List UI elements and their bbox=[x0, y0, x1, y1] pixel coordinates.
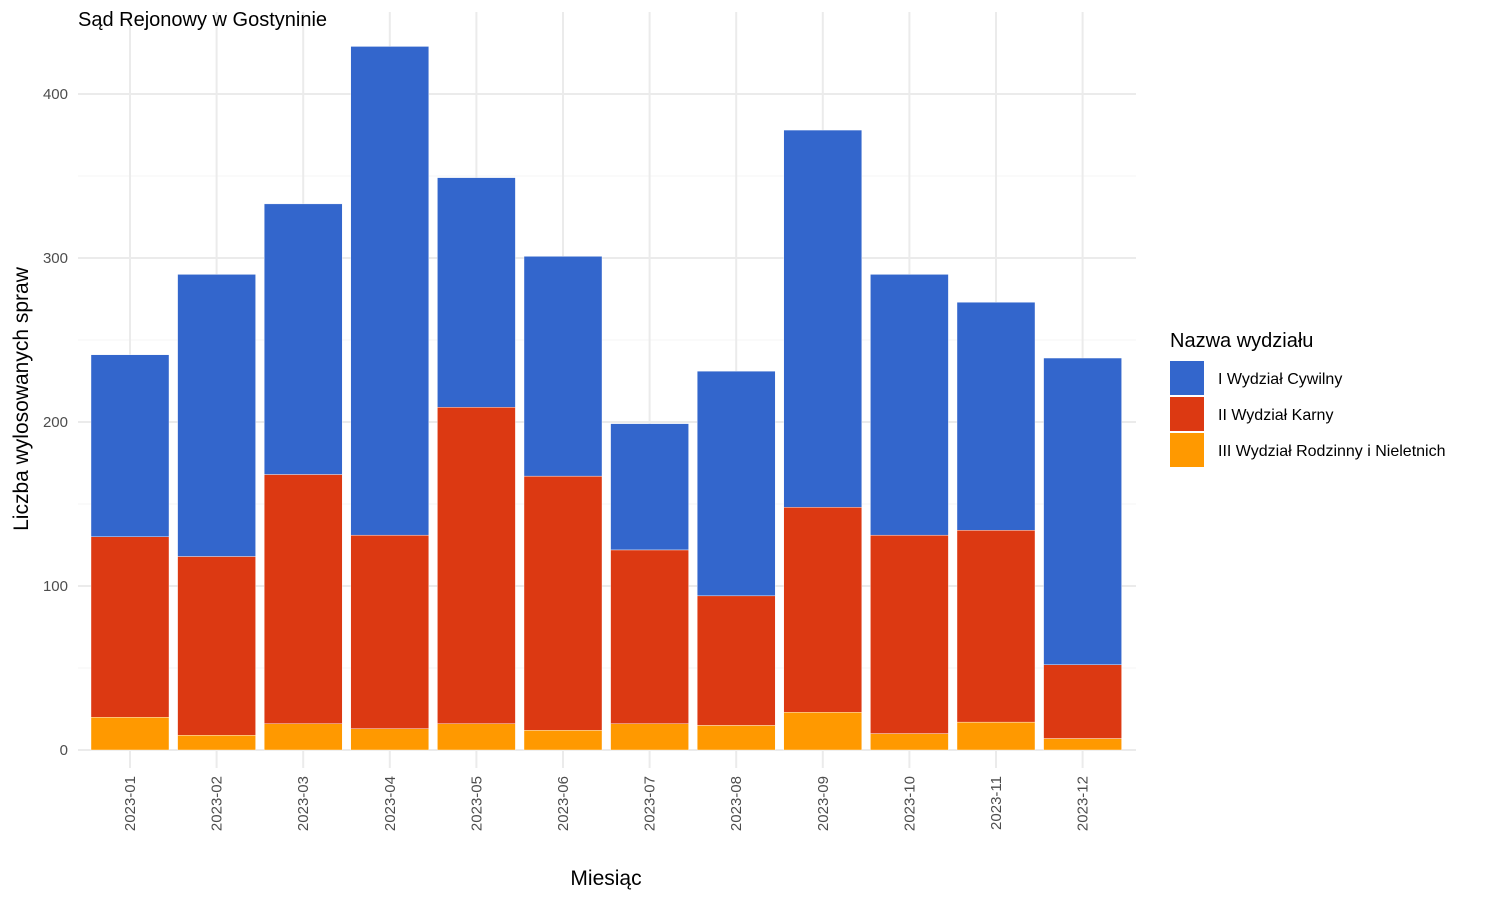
legend-label: II Wydział Karny bbox=[1218, 407, 1333, 424]
bar-segment-2023-06-1 bbox=[523, 475, 603, 731]
bar-segment-2023-10-1 bbox=[870, 534, 949, 734]
bar-segment-2023-02-0 bbox=[177, 735, 256, 751]
bar-segment-2023-12-0 bbox=[1043, 738, 1122, 751]
bar-segment-2023-10-2 bbox=[870, 274, 949, 536]
x-tick-label: 2023-12 bbox=[1075, 776, 1092, 831]
y-tick-label: 0 bbox=[60, 742, 68, 759]
x-axis-ticks: 2023-01 2023-02 2023-03 2023-04 2023-05 2023-… bbox=[122, 776, 1092, 831]
bar-segment-2023-09-1 bbox=[783, 507, 862, 713]
x-tick-label: 2023-03 bbox=[295, 776, 312, 831]
bar-segment-2023-01-0 bbox=[90, 717, 170, 751]
legend: Nazwa wydziału I Wydział Cywilny II Wydzi… bbox=[1170, 330, 1446, 467]
bar-segment-2023-12-2 bbox=[1043, 357, 1122, 665]
bar-segment-2023-03-2 bbox=[264, 203, 343, 475]
bar-segment-2023-05-1 bbox=[437, 407, 516, 724]
legend-label: I Wydział Cywilny bbox=[1218, 371, 1342, 388]
bar-segment-2023-02-1 bbox=[177, 556, 256, 736]
bar-segment-2023-09-0 bbox=[783, 712, 862, 751]
bar-segment-2023-11-0 bbox=[956, 721, 1036, 751]
legend-label: III Wydział Rodzinny i Nieletnich bbox=[1218, 443, 1446, 460]
bar-segment-2023-01-1 bbox=[90, 536, 170, 718]
x-tick-label: 2023-07 bbox=[642, 776, 659, 831]
legend-swatch bbox=[1170, 433, 1204, 467]
y-axis-ticks: 0 100 200 300 400 bbox=[43, 86, 68, 759]
bar-segment-2023-11-1 bbox=[956, 530, 1036, 723]
bar-segment-2023-08-1 bbox=[697, 595, 776, 726]
bar-segment-2023-02-2 bbox=[177, 274, 256, 557]
bar-segment-2023-07-2 bbox=[610, 423, 689, 551]
bar-segment-2023-12-1 bbox=[1043, 664, 1122, 739]
x-tick-label: 2023-04 bbox=[382, 776, 399, 831]
legend-swatch bbox=[1170, 397, 1204, 431]
bar-segment-2023-05-0 bbox=[437, 723, 516, 751]
bar-segment-2023-01-2 bbox=[90, 354, 170, 538]
bar-segment-2023-05-2 bbox=[437, 177, 516, 408]
bar-segment-2023-04-2 bbox=[350, 46, 429, 536]
x-tick-label: 2023-10 bbox=[901, 776, 918, 831]
bar-segment-2023-11-2 bbox=[956, 302, 1036, 531]
bar-segment-2023-08-2 bbox=[697, 370, 776, 597]
bar-segment-2023-07-0 bbox=[610, 723, 689, 751]
legend-title: Nazwa wydziału bbox=[1170, 330, 1313, 352]
y-tick-label: 200 bbox=[43, 414, 68, 431]
x-axis-title: Miesiąc bbox=[570, 867, 641, 890]
bar-segment-2023-06-0 bbox=[523, 730, 603, 751]
x-tick-label: 2023-01 bbox=[122, 776, 139, 831]
y-axis-title: Liczba wylosowanych spraw bbox=[10, 266, 33, 531]
bars bbox=[90, 46, 1122, 751]
chart-title: Sąd Rejonowy w Gostyninie bbox=[78, 9, 327, 31]
y-tick-label: 400 bbox=[43, 86, 68, 103]
x-tick-label: 2023-05 bbox=[468, 776, 485, 831]
bar-segment-2023-08-0 bbox=[697, 725, 776, 751]
x-tick-label: 2023-09 bbox=[815, 776, 832, 831]
bar-segment-2023-07-1 bbox=[610, 549, 689, 724]
bar-segment-2023-09-2 bbox=[783, 129, 862, 508]
x-tick-label: 2023-08 bbox=[728, 776, 745, 831]
bar-segment-2023-10-0 bbox=[870, 733, 949, 751]
bar-segment-2023-04-1 bbox=[350, 534, 429, 729]
x-tick-label: 2023-11 bbox=[988, 776, 1005, 830]
x-tick-label: 2023-02 bbox=[209, 776, 226, 831]
bar-segment-2023-03-0 bbox=[264, 723, 343, 751]
bar-segment-2023-06-2 bbox=[523, 256, 603, 477]
x-tick-label: 2023-06 bbox=[555, 776, 572, 831]
y-tick-label: 300 bbox=[43, 250, 68, 267]
bar-segment-2023-03-1 bbox=[264, 474, 343, 724]
legend-swatch bbox=[1170, 361, 1204, 395]
y-tick-label: 100 bbox=[43, 578, 68, 595]
bar-segment-2023-04-0 bbox=[350, 728, 429, 751]
